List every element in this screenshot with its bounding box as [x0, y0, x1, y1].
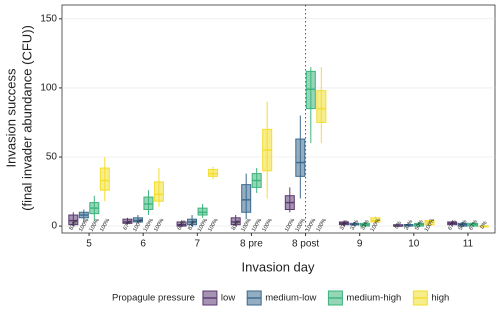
box-group — [68, 212, 79, 227]
success-label: 50% — [458, 219, 469, 232]
box — [316, 90, 327, 123]
box-group — [457, 221, 468, 227]
success-label: 67% — [447, 219, 458, 232]
box-group — [78, 209, 89, 222]
box-group — [338, 220, 349, 227]
y-axis-title: (final invader abundance (CFU)) — [19, 25, 34, 211]
x-tick-label: 8 pre — [240, 239, 263, 250]
box-group — [305, 67, 316, 144]
box-group — [424, 219, 435, 227]
x-tick-label: 6 — [140, 239, 146, 250]
success-label: 0% — [479, 220, 488, 230]
legend-title: Propagule pressure — [112, 293, 195, 304]
x-tick-label: 5 — [86, 239, 92, 250]
box-group — [414, 221, 425, 227]
panel — [61, 4, 496, 234]
success-label: 83% — [231, 219, 242, 232]
x-tick-label: 9 — [357, 239, 363, 250]
y-axis-title: Invasion success — [3, 68, 18, 167]
box-group — [187, 215, 198, 227]
success-label: 83% — [187, 219, 198, 232]
box-group — [230, 215, 241, 227]
success-label: 67% — [468, 219, 479, 232]
box-group — [143, 190, 154, 216]
box — [153, 181, 164, 202]
success-label: 83% — [68, 219, 79, 232]
box-group — [403, 223, 414, 227]
box-group — [393, 224, 404, 227]
box-group — [153, 168, 164, 207]
box-group — [478, 225, 489, 228]
box-group — [284, 187, 295, 213]
box-group — [89, 195, 100, 221]
y-tick-label: 0 — [51, 221, 57, 232]
x-tick-label: 7 — [195, 239, 201, 250]
box-group — [447, 220, 458, 227]
y-tick-label: 50 — [46, 152, 58, 163]
legend-label: low — [221, 293, 235, 304]
success-label: 33% — [339, 219, 350, 232]
box-group — [295, 115, 306, 199]
legend-label: medium-high — [346, 293, 401, 304]
box-group — [251, 168, 262, 193]
box-group — [122, 217, 133, 225]
success-label: 33% — [360, 219, 371, 232]
box-group — [241, 173, 252, 220]
success-label: 67% — [122, 219, 133, 232]
box-group — [132, 215, 143, 224]
y-tick-label: 100 — [40, 83, 57, 94]
success-label: 50% — [414, 219, 425, 232]
x-tick-label: 10 — [408, 239, 420, 250]
box — [99, 167, 110, 191]
box-group — [176, 220, 187, 227]
box-group — [99, 157, 110, 202]
x-tick-label: 11 — [463, 239, 474, 250]
box — [295, 138, 306, 177]
box-group — [468, 222, 479, 227]
x-tick-label: 8 post — [292, 239, 319, 250]
success-label: 0% — [394, 220, 403, 230]
box-group — [370, 216, 381, 224]
success-label: 33% — [349, 219, 360, 232]
box-group — [262, 101, 273, 199]
success-label: 60% — [177, 219, 188, 232]
legend-label: medium-low — [265, 293, 316, 304]
box-group — [349, 221, 360, 227]
y-tick-label: 150 — [40, 13, 57, 24]
x-axis-title: Invasion day — [242, 259, 315, 274]
box — [241, 184, 252, 213]
box-group — [316, 67, 327, 144]
success-label: 33% — [404, 219, 415, 232]
box-group — [197, 203, 208, 218]
box-group — [208, 166, 219, 180]
legend-label: high — [431, 293, 449, 304]
box-group — [359, 221, 370, 227]
